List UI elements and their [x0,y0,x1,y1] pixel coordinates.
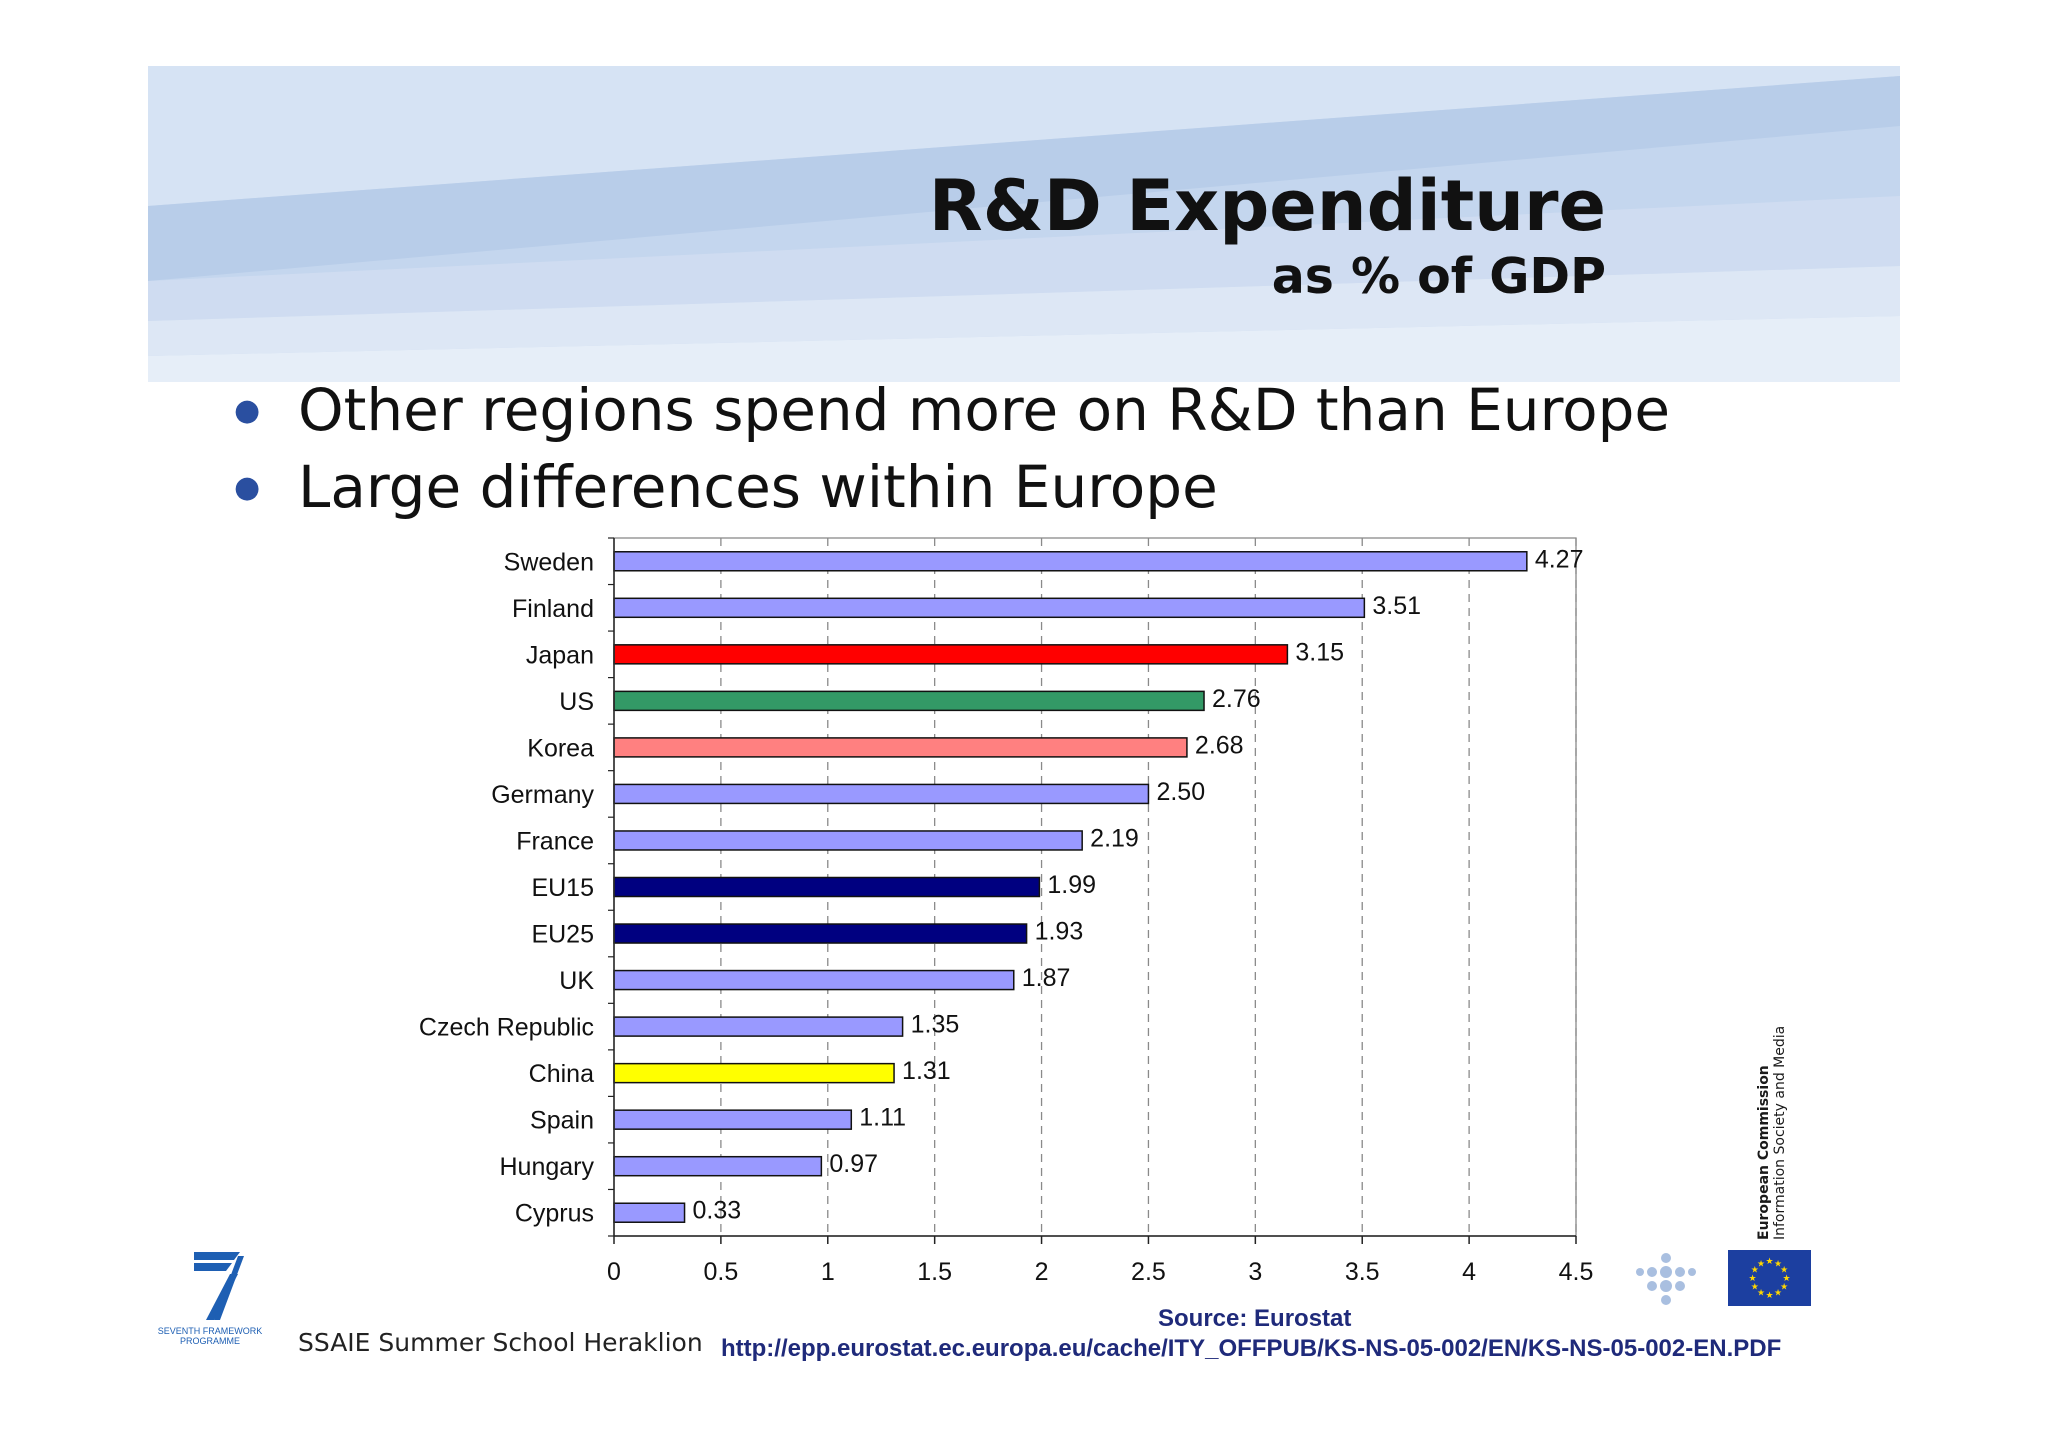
bullet-list: ● Other regions spend more on R&D than E… [228,372,1670,526]
bar-hungary [613,1155,823,1177]
bullet-item: ● Other regions spend more on R&D than E… [228,372,1670,449]
value-label: 0.97 [829,1150,878,1178]
bar-eu15 [613,876,1041,898]
eu-star-icon: ★ [1780,1283,1788,1293]
bar-china [613,1062,895,1084]
x-tick-label: 4.5 [1559,1258,1594,1286]
value-label: 2.50 [1156,778,1205,806]
category-label: US [559,688,594,716]
x-tick-label: 1.5 [917,1258,952,1286]
x-tick-label: 3.5 [1345,1258,1380,1286]
category-label: EU25 [531,921,594,949]
bar-korea [613,737,1188,758]
chart-bars [613,551,1528,1223]
bar-finland [613,597,1366,619]
eu-star-icon: ★ [1780,1266,1788,1276]
bar-czech-republic [613,1016,904,1037]
bar-cyprus [613,1202,686,1223]
bar-sweden [613,551,1528,572]
eu-star-icon: ★ [1751,1283,1759,1293]
dots-logo-icon [1636,1253,1696,1305]
eu-star-icon: ★ [1765,1257,1773,1267]
source-label: Source: Eurostat [1158,1305,1352,1332]
value-label: 1.99 [1047,871,1096,899]
ec-logo-line1: European Commission [1756,1065,1772,1240]
eu-star-icon: ★ [1751,1266,1759,1276]
eu-star-icon: ★ [1748,1274,1756,1284]
category-label: Czech Republic [419,1014,594,1042]
value-label: 1.31 [902,1057,951,1085]
x-tick-label: 2.5 [1131,1258,1166,1286]
category-label: China [529,1060,594,1088]
category-label: Korea [527,734,594,762]
eu-star-icon: ★ [1757,1259,1765,1269]
fp7-logo-line2: PROGRAMME [180,1336,240,1346]
value-label: 4.27 [1535,545,1584,573]
slide-subtitle: as % of GDP [1271,248,1606,305]
eu-star-icon: ★ [1774,1259,1782,1269]
bar-japan [613,644,1289,665]
x-tick-label: 0 [607,1258,621,1286]
source-url[interactable]: http://epp.eurostat.ec.europa.eu/cache/I… [721,1335,1782,1362]
european-commission-logo: European Commission Information Society … [1756,1010,1816,1240]
category-label: Spain [530,1107,594,1135]
fp7-logo-line1: SEVENTH FRAMEWORK [158,1326,262,1336]
category-label: Cyprus [515,1200,594,1228]
category-label: Hungary [500,1153,595,1181]
value-label: 2.19 [1090,824,1139,852]
value-label: 2.76 [1212,685,1261,713]
x-tick-label: 4 [1462,1258,1476,1286]
category-label: Germany [491,781,594,809]
category-label: Japan [526,641,594,669]
bullet-item: ● Large differences within Europe [228,449,1670,526]
category-label: EU15 [531,874,594,902]
ec-logo-line2: Information Society and Media [1772,1025,1788,1240]
value-label: 1.87 [1022,964,1071,992]
value-label: 2.68 [1195,731,1244,759]
header-banner-stripes [148,66,1900,382]
value-label: 3.15 [1295,638,1344,666]
value-label: 1.93 [1035,918,1084,946]
footer-text: SSAIE Summer School Heraklion [298,1328,703,1357]
bar-eu25 [613,923,1028,944]
bullet-text: Other regions spend more on R&D than Eur… [298,376,1671,444]
bar-us [613,690,1205,712]
eu-star-icon: ★ [1765,1291,1773,1301]
bar-uk [613,969,1015,991]
bar-germany [613,783,1150,805]
header-banner [148,66,1900,382]
x-tick-label: 3 [1248,1258,1262,1286]
bullet-icon: ● [234,470,261,505]
x-tick-label: 1 [821,1258,835,1286]
bar-france [613,830,1083,851]
category-label: Sweden [504,548,594,576]
x-tick-label: 2 [1035,1258,1049,1286]
chart-axes [608,537,1577,1244]
bullet-icon: ● [234,393,261,428]
category-label: Finland [512,595,594,623]
chart-labels: 0 0.5 1 1.5 2 2.5 3 3.5 4 4.5 Sweden 4.27 Finland 3.5… [419,545,1593,1286]
eu-star-icon: ★ [1757,1289,1765,1299]
slide-title: R&D Expenditure [928,165,1606,247]
value-label: 1.35 [911,1011,960,1039]
value-label: 0.33 [693,1197,742,1225]
eu-flag-icon: ★ ★ ★ ★ ★ ★ ★ ★ ★ ★ ★ ★ [1728,1250,1811,1306]
fp7-logo: SEVENTH FRAMEWORK PROGRAMME [158,1252,262,1346]
category-label: France [516,827,594,855]
bullet-text: Large differences within Europe [298,453,1218,521]
category-label: UK [559,967,594,995]
x-tick-label: 0.5 [704,1258,739,1286]
bar-spain [613,1109,853,1130]
eu-star-icon: ★ [1782,1274,1790,1284]
eu-star-icon: ★ [1774,1289,1782,1299]
value-label: 1.11 [859,1104,906,1132]
value-label: 3.51 [1372,592,1421,620]
